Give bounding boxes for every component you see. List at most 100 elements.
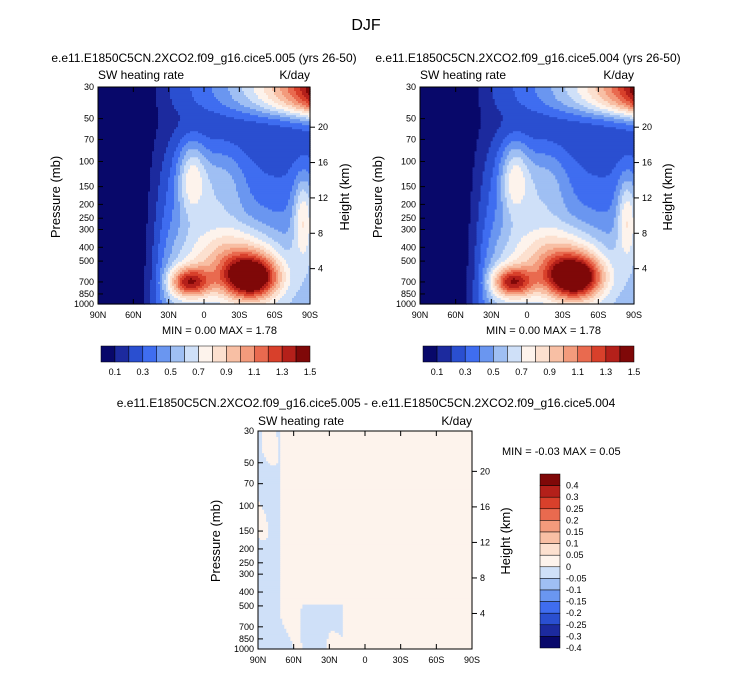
contour-cell xyxy=(236,189,251,193)
contour-cell xyxy=(599,275,603,279)
contour-cell xyxy=(494,251,504,255)
contour-cell xyxy=(527,233,575,237)
contour-cell xyxy=(420,243,470,247)
contour-cell xyxy=(300,203,307,207)
contour-cell xyxy=(498,293,506,297)
colorbar-label: 0.1 xyxy=(431,367,444,377)
contour-cell xyxy=(603,269,609,273)
contour-cell xyxy=(156,283,161,287)
colorbar-swatch xyxy=(422,345,438,363)
contour-cell xyxy=(420,119,482,122)
contour-cell xyxy=(178,181,183,185)
contour-cell xyxy=(504,285,510,289)
contour-cell xyxy=(254,217,291,221)
contour-cell xyxy=(500,181,506,185)
contour-cell xyxy=(246,211,293,215)
contour-cell xyxy=(296,207,301,211)
contour-cell xyxy=(182,291,203,295)
contour-cell xyxy=(98,273,145,277)
contour-cell xyxy=(601,103,611,106)
contour-cell xyxy=(258,475,281,479)
contour-cell xyxy=(304,277,311,281)
contour-cell xyxy=(472,173,484,177)
contour-cell xyxy=(420,285,468,289)
contour-cell xyxy=(476,139,494,142)
contour-cell xyxy=(144,275,153,279)
contour-cell xyxy=(218,291,227,295)
contour-cell xyxy=(268,97,279,100)
contour-cell xyxy=(258,463,271,466)
contour-cell xyxy=(308,269,311,273)
contour-cell xyxy=(591,207,611,211)
contour-cell xyxy=(226,291,233,295)
contour-cell xyxy=(276,279,279,283)
contour-cell xyxy=(420,213,472,217)
contour-cell xyxy=(180,139,225,142)
contour-cell xyxy=(98,163,153,166)
contour-cell xyxy=(216,237,245,241)
contour-cell xyxy=(342,608,473,612)
contour-cell xyxy=(474,265,480,269)
contour-cell xyxy=(599,259,605,263)
contour-cell xyxy=(520,261,536,265)
contour-cell xyxy=(258,531,269,535)
contour-cell xyxy=(512,165,520,168)
contour-cell xyxy=(280,87,289,90)
colorbar-swatch xyxy=(539,612,561,626)
contour-cell xyxy=(198,261,213,265)
contour-cell xyxy=(617,195,623,199)
contour-cell xyxy=(280,535,473,539)
y-tick-label: 850 xyxy=(79,289,94,299)
contour-cell xyxy=(496,203,504,207)
contour-cell xyxy=(206,281,215,285)
contour-cell xyxy=(158,197,167,201)
contour-cell xyxy=(168,285,171,289)
contour-cell xyxy=(593,253,599,257)
contour-cell xyxy=(510,281,518,285)
contour-cell xyxy=(244,209,273,213)
contour-cell xyxy=(502,171,508,174)
contour-cell xyxy=(496,193,502,197)
contour-cell xyxy=(208,173,231,177)
contour-cell xyxy=(466,289,474,293)
colorbar-swatch xyxy=(539,624,561,637)
contour-cell xyxy=(240,103,257,106)
contour-cell xyxy=(472,289,480,293)
contour-cell xyxy=(496,207,504,211)
contour-cell xyxy=(284,626,301,630)
contour-cell xyxy=(282,279,287,283)
contour-cell xyxy=(494,213,504,217)
contour-cell xyxy=(500,285,506,289)
contour-cell xyxy=(617,181,625,185)
contour-cell xyxy=(152,249,159,253)
contour-cell xyxy=(258,489,281,493)
colorbar-swatch xyxy=(254,345,269,363)
contour-cell xyxy=(176,149,183,152)
contour-cell xyxy=(268,267,271,271)
contour-cell xyxy=(178,291,183,295)
contour-cell xyxy=(202,273,221,277)
contour-cell xyxy=(206,279,223,283)
contour-cell xyxy=(288,201,295,205)
contour-cell xyxy=(581,229,603,233)
contour-cell xyxy=(508,187,526,191)
contour-cell xyxy=(340,634,344,638)
contour-cell xyxy=(190,223,247,227)
contour-cell xyxy=(617,179,635,183)
contour-cell xyxy=(478,133,496,136)
contour-cell xyxy=(535,183,560,187)
contour-cell xyxy=(494,209,504,213)
contour-cell xyxy=(258,566,281,569)
contour-cell xyxy=(268,95,277,98)
contour-cell xyxy=(623,97,631,100)
contour-cell xyxy=(168,259,175,263)
contour-cell xyxy=(420,121,482,124)
contour-cell xyxy=(567,293,579,297)
contour-cell xyxy=(547,273,552,277)
contour-cell xyxy=(474,165,486,168)
contour-cell xyxy=(420,231,470,235)
contour-cell xyxy=(168,291,171,295)
contour-cell xyxy=(623,287,635,291)
contour-cell xyxy=(282,295,295,299)
contour-cell xyxy=(492,93,516,96)
